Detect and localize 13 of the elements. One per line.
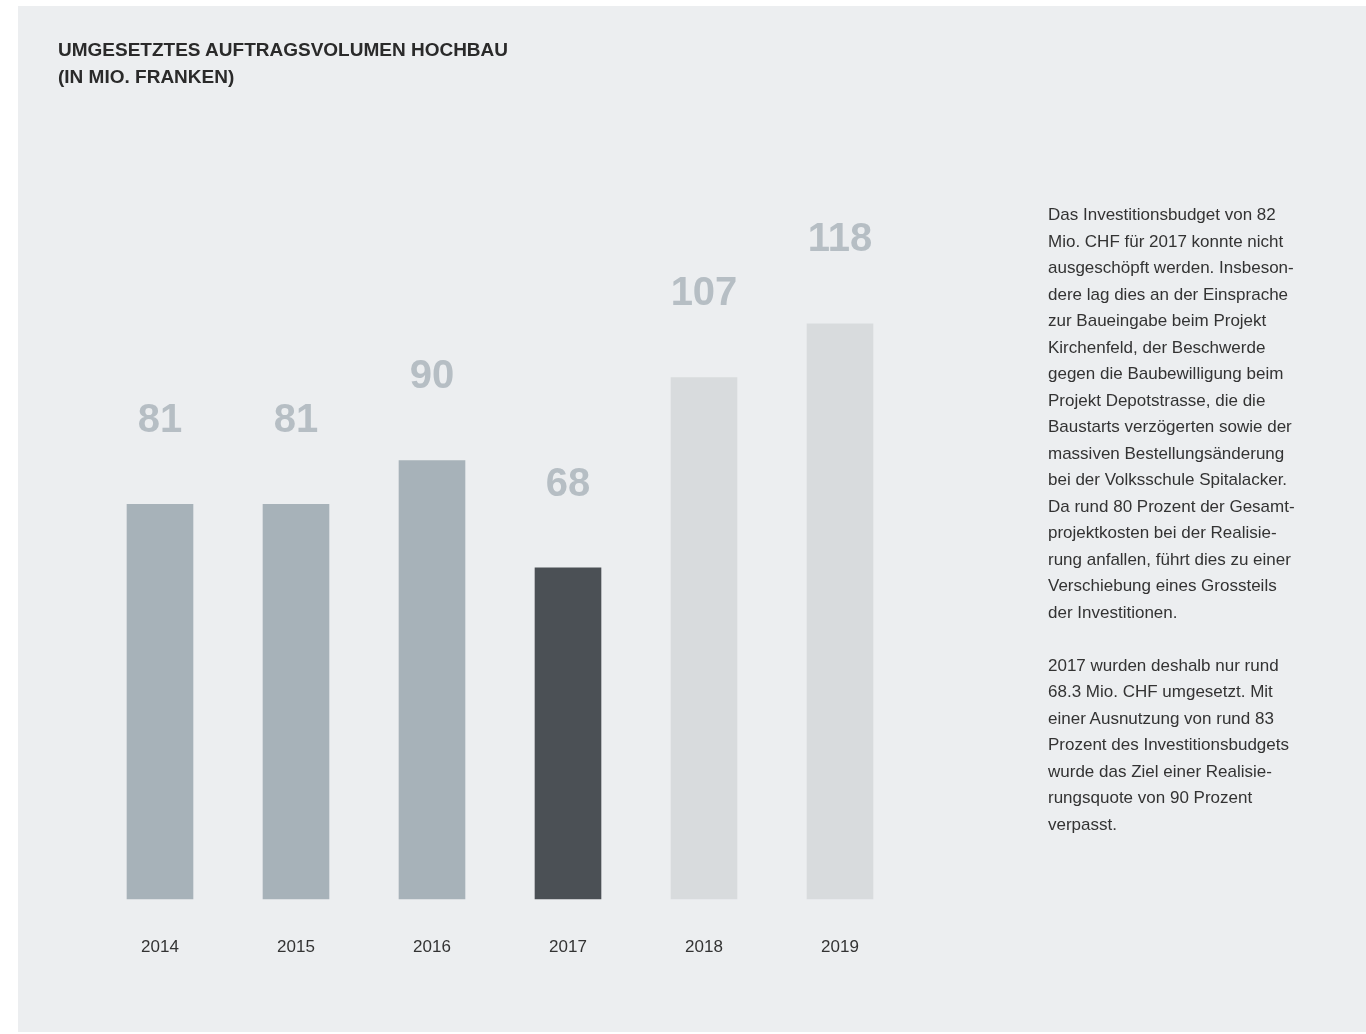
bar: [262, 504, 330, 900]
bar: [126, 504, 194, 900]
x-tick-label: 2015: [277, 937, 315, 957]
text: 2017 wurden deshalb nur rund 68.3 Mio. CHF umgesetzt. Mit einer Ausnutzung von rund 83 Prozent des Investitionsbudgets wurde das Ziel einer Realisie- rungsquote von 90 Prozent verpasst.: [1048, 654, 1290, 836]
x-tick-label: 2017: [549, 937, 587, 957]
bar: [534, 567, 602, 900]
x-tick-label: 2018: [685, 937, 723, 957]
bar: [398, 460, 466, 900]
x-tick-label: 2019: [821, 937, 859, 957]
x-tick-label: 2014: [141, 937, 179, 957]
chart-title: UMGESETZTES AUFTRAGSVOLUMEN HOCHBAU (IN MIO. FRANKEN): [58, 38, 509, 89]
x-tick-label: 2016: [413, 937, 451, 957]
text: Das Investitionsbudget von 82 Mio. CHF für 2017 konnte nicht ausgeschöpft werden. Insbeson- dere lag dies an der Einsprache zur Baueingabe beim Projekt Kirchenfeld, der Beschwerde gegen die Baubewilligung beim Projekt Depotstrasse, die die Baustarts verzögerten sowie der massiven Bestellungsänderung bei der Volksschule Spitalacker. Da rund 80 Prozent der Gesamt- projektkosten bei der Realisie- rung anfallen, führt dies zu einer Verschiebung eines Grossteils der Investitionen.: [1048, 205, 1295, 622]
